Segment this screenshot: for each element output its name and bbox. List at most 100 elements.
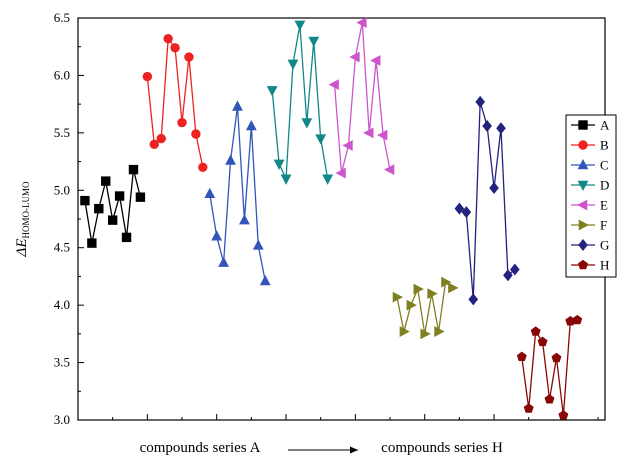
data-point — [177, 117, 187, 128]
series-B — [142, 33, 208, 173]
series-line — [209, 106, 266, 282]
legend-label: H — [600, 258, 609, 273]
series-C — [204, 100, 271, 286]
y-axis-label: ΔEHOMO-LUMO — [14, 181, 31, 257]
y-axis-label-main: ΔE — [14, 239, 30, 258]
series-line — [396, 280, 453, 334]
legend-marker — [578, 259, 588, 270]
legend-marker — [578, 238, 588, 252]
data-point — [184, 52, 194, 62]
legend-label: G — [600, 238, 609, 253]
x-axis-label-right: compounds series H — [381, 440, 503, 456]
legend-item-B: B — [571, 138, 609, 153]
data-point — [149, 139, 159, 150]
data-point — [266, 86, 278, 97]
legend-item-D: D — [571, 178, 609, 193]
data-point — [461, 206, 472, 219]
data-point — [413, 283, 424, 295]
data-point — [239, 214, 250, 225]
series-D — [266, 20, 334, 185]
legend-label: C — [600, 158, 609, 173]
series-H — [516, 314, 583, 420]
data-point — [503, 269, 513, 282]
data-point — [232, 100, 243, 111]
legend-item-H: H — [571, 258, 609, 273]
legend-item-A: A — [571, 118, 610, 133]
legend-item-E: E — [571, 198, 608, 213]
data-point — [198, 162, 208, 173]
data-point — [420, 328, 431, 340]
legend-marker — [578, 120, 588, 130]
data-point — [370, 55, 381, 66]
data-point — [252, 239, 264, 250]
data-point — [510, 263, 520, 276]
y-axis-label-sub: HOMO-LUMO — [21, 181, 31, 238]
data-point — [218, 256, 230, 267]
data-point — [107, 215, 118, 225]
legend-item-C: C — [571, 158, 609, 173]
data-point — [572, 314, 583, 325]
data-point — [301, 118, 313, 129]
y-tick-label: 3.5 — [54, 355, 70, 370]
y-tick-label: 5.5 — [54, 125, 70, 140]
y-axis-ticks: 3.0 3.5 4.0 4.5 5.0 5.5 6.0 6.5 — [54, 10, 84, 427]
data-point — [468, 293, 479, 306]
y-tick-label: 6.0 — [54, 67, 70, 82]
data-point — [121, 232, 132, 243]
data-point — [399, 326, 410, 337]
series-line — [84, 169, 142, 244]
data-point — [287, 59, 299, 70]
legend-label: E — [600, 198, 608, 213]
data-point — [544, 394, 555, 404]
data-point — [273, 159, 285, 170]
data-point — [441, 276, 452, 288]
data-point — [308, 36, 320, 47]
legend-box — [565, 114, 617, 278]
legend-marker — [578, 219, 590, 231]
data-point — [94, 203, 104, 214]
y-tick-label: 4.5 — [54, 240, 70, 255]
y-tick-label: 5.0 — [54, 182, 70, 197]
data-point — [496, 122, 506, 135]
legend-label: F — [600, 218, 607, 233]
series-line — [333, 22, 391, 174]
data-point — [516, 351, 527, 362]
data-point — [335, 167, 346, 179]
data-point — [87, 238, 97, 248]
data-point — [363, 127, 374, 139]
series-F — [392, 276, 459, 340]
series-line — [271, 24, 329, 180]
x-axis-ticks — [77, 414, 599, 420]
data-point — [523, 403, 534, 413]
data-point — [482, 119, 492, 132]
data-point — [377, 129, 388, 141]
data-point — [384, 164, 395, 176]
series-layer — [80, 17, 583, 420]
legend-marker — [578, 140, 588, 150]
data-point — [322, 174, 334, 185]
data-point — [142, 71, 153, 82]
data-point — [558, 410, 569, 420]
data-point — [328, 79, 339, 91]
data-point — [156, 133, 166, 144]
series-A — [80, 164, 146, 248]
data-point — [406, 299, 417, 311]
data-point — [454, 202, 465, 215]
data-point — [489, 181, 499, 195]
legend-label: D — [600, 178, 609, 193]
data-point — [259, 275, 271, 286]
legend-marker — [577, 180, 589, 192]
data-point — [225, 154, 236, 165]
series-E — [328, 17, 395, 179]
data-point — [128, 164, 139, 175]
y-tick-label: 4.0 — [54, 297, 70, 312]
y-tick-label: 3.0 — [54, 412, 70, 427]
data-point — [135, 192, 146, 202]
data-point — [170, 43, 180, 53]
data-point — [245, 119, 257, 131]
data-point — [434, 326, 445, 337]
series-G — [454, 95, 520, 306]
data-point — [163, 33, 173, 44]
